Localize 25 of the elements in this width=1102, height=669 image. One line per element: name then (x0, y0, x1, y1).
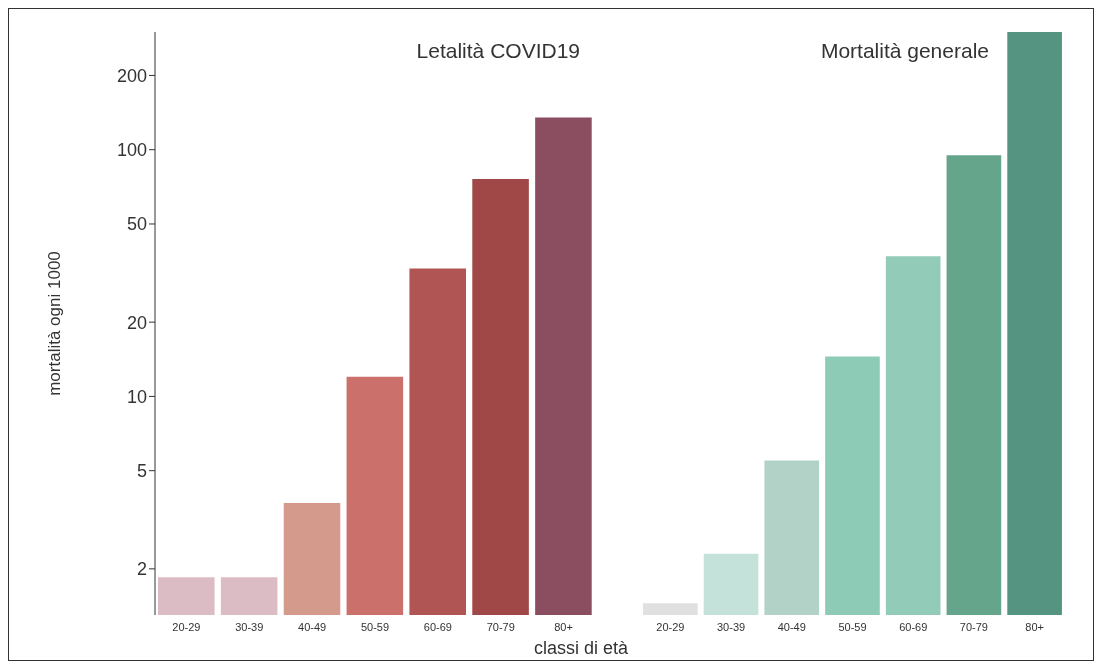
y-tick-label: 2 (136, 559, 147, 580)
x-tick-label: 60-69 (899, 620, 928, 633)
x-axis-title: classi di età (532, 638, 629, 659)
x-tick-label: 30-39 (235, 620, 264, 633)
y-tick-label: 20 (126, 312, 147, 333)
x-tick-label: 50-59 (838, 620, 867, 633)
x-tick-label: 60-69 (423, 620, 452, 633)
chart-title: Mortalità generale (820, 39, 989, 63)
x-tick-label: 20-29 (656, 620, 685, 633)
x-tick-label: 50-59 (360, 620, 390, 633)
chart-title: Letalità COVID19 (416, 39, 580, 63)
x-tick-label: 80+ (554, 620, 573, 633)
y-axis-title: mortalità ogni 1000 (45, 251, 65, 396)
x-tick-label: 40-49 (298, 620, 327, 633)
x-tick-label: 80+ (1025, 620, 1044, 633)
y-tick-label: 50 (126, 214, 147, 235)
x-tick-label: 40-49 (777, 620, 806, 633)
y-tick-label: 5 (136, 461, 147, 482)
y-tick-label: 10 (126, 386, 147, 407)
y-tick-label: 100 (116, 140, 147, 161)
x-tick-label: 20-29 (172, 620, 201, 633)
x-tick-label: 70-79 (486, 620, 515, 633)
x-tick-label: 30-39 (717, 620, 746, 633)
y-tick-label: 200 (116, 65, 147, 86)
x-tick-label: 70-79 (959, 620, 988, 633)
